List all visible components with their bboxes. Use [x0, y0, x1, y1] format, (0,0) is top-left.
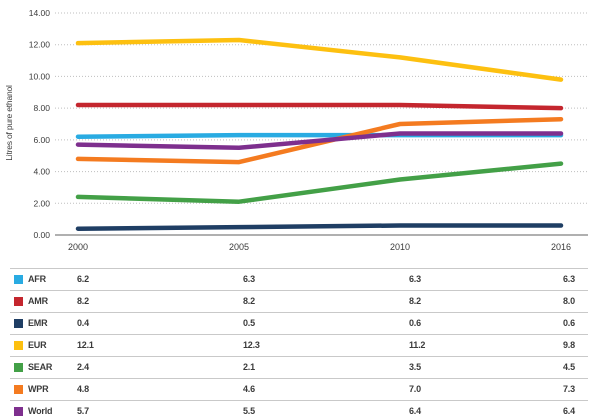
value-cell-sear-2016: 4.5	[563, 362, 575, 372]
value-cell-eur-2010: 11.2	[409, 340, 426, 350]
value-cell-wpr-2000: 4.8	[77, 384, 89, 394]
legend-swatch-icon	[14, 385, 23, 394]
legend-swatch-icon	[14, 341, 23, 350]
series-label: World	[28, 406, 53, 416]
series-label: AMR	[28, 296, 48, 306]
y-tick-label: 6.00	[33, 135, 50, 145]
series-label: EUR	[28, 340, 47, 350]
value-cell-emr-2010: 0.6	[409, 318, 421, 328]
legend-swatch-icon	[14, 363, 23, 372]
x-tick-label: 2016	[551, 242, 571, 252]
table-row-wpr: WPR 4.8 4.6 7.0 7.3	[10, 378, 588, 400]
y-tick-label: 14.00	[29, 8, 51, 18]
value-cell-wpr-2016: 7.3	[563, 384, 575, 394]
table-row-world: World 5.7 5.5 6.4 6.4	[10, 400, 588, 419]
value-cell-afr-2010: 6.3	[409, 274, 421, 284]
series-label: AFR	[28, 274, 46, 284]
value-cell-world-2000: 5.7	[77, 406, 89, 416]
table-row-emr: EMR 0.4 0.5 0.6 0.6	[10, 312, 588, 334]
legend-swatch-icon	[14, 407, 23, 416]
value-cell-eur-2016: 9.8	[563, 340, 575, 350]
value-cell-sear-2000: 2.4	[77, 362, 89, 372]
table-row-afr: AFR 6.2 6.3 6.3 6.3	[10, 268, 588, 290]
x-tick-label: 2005	[229, 242, 249, 252]
value-cell-emr-2000: 0.4	[77, 318, 89, 328]
series-line-emr	[75, 223, 564, 231]
value-cell-afr-2016: 6.3	[563, 274, 575, 284]
value-cell-emr-2016: 0.6	[563, 318, 575, 328]
value-cell-world-2016: 6.4	[563, 406, 575, 416]
table-row-eur: EUR 12.1 12.3 11.2 9.8	[10, 334, 588, 356]
line-chart-area: Litres of pure ethanol 0.00 2.00 4.00 6.00 8…	[4, 8, 588, 252]
value-cell-eur-2000: 12.1	[77, 340, 94, 350]
y-tick-label: 0.00	[33, 230, 50, 240]
series-line-sear	[75, 161, 564, 204]
value-cell-wpr-2010: 7.0	[409, 384, 421, 394]
series-line-eur	[75, 37, 564, 82]
value-cell-world-2010: 6.4	[409, 406, 421, 416]
legend-swatch-icon	[14, 275, 23, 284]
table-row-sear: SEAR 2.4 2.1 3.5 4.5	[10, 356, 588, 378]
value-cell-amr-2000: 8.2	[77, 296, 89, 306]
line-chart: 0.00 2.00 4.00 6.00 8.00 10.00 12.00 14.00 2000 2…	[29, 8, 588, 252]
value-cell-wpr-2005: 4.6	[243, 384, 255, 394]
y-tick-label: 2.00	[33, 198, 50, 208]
value-cell-amr-2005: 8.2	[243, 296, 255, 306]
legend-swatch-icon	[14, 319, 23, 328]
series-line-wpr	[75, 116, 564, 165]
value-cell-emr-2005: 0.5	[243, 318, 255, 328]
table-row-amr: AMR 8.2 8.2 8.2 8.0	[10, 290, 588, 312]
series-line-world	[75, 131, 564, 151]
y-tick-label: 10.00	[29, 71, 51, 81]
x-tick-label: 2000	[68, 242, 88, 252]
x-tick-label: 2010	[390, 242, 410, 252]
value-cell-afr-2000: 6.2	[77, 274, 89, 284]
value-cell-amr-2016: 8.0	[563, 296, 575, 306]
series-label: SEAR	[28, 362, 53, 372]
y-tick-label: 8.00	[33, 103, 50, 113]
series-label: WPR	[28, 384, 49, 394]
value-cell-afr-2005: 6.3	[243, 274, 255, 284]
value-cell-sear-2005: 2.1	[243, 362, 255, 372]
y-tick-label: 4.00	[33, 167, 50, 177]
series-line-amr	[75, 102, 564, 111]
value-cell-sear-2010: 3.5	[409, 362, 421, 372]
y-tick-label: 12.00	[29, 40, 51, 50]
value-cell-amr-2010: 8.2	[409, 296, 421, 306]
value-cell-eur-2005: 12.3	[243, 340, 260, 350]
chart-data-table: AFR 6.2 6.3 6.3 6.3 AMR 8.2 8.2 8.2 8.0 EMR 0.4 0.5 0…	[10, 268, 588, 419]
value-cell-world-2005: 5.5	[243, 406, 255, 416]
series-label: EMR	[28, 318, 48, 328]
y-axis-title: Litres of pure ethanol	[4, 85, 14, 161]
legend-swatch-icon	[14, 297, 23, 306]
